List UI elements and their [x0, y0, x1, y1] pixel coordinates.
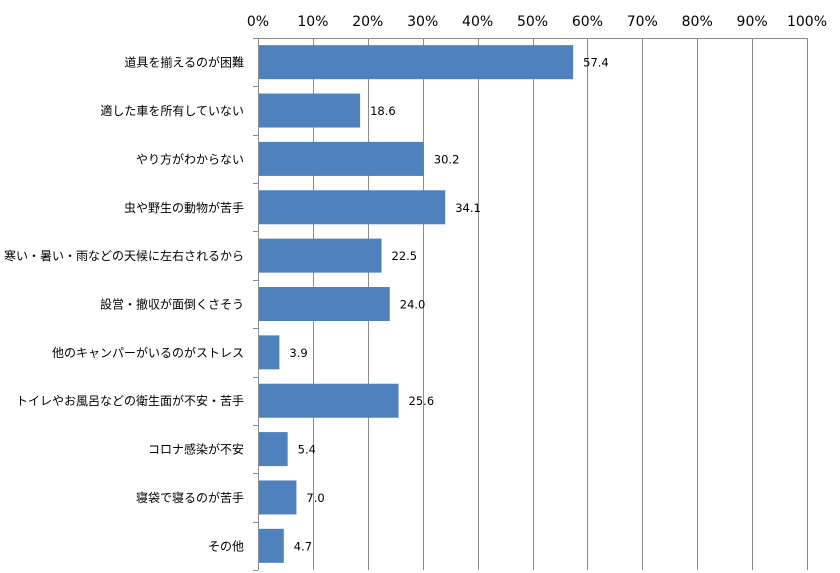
- category-label: 虫や野生の動物が苦手: [124, 200, 244, 215]
- bar: [258, 335, 280, 370]
- category-label: トイレやお風呂などの衛生面が不安・苦手: [16, 393, 244, 408]
- category-label: その他: [208, 539, 244, 553]
- x-tick-label: 100%: [787, 14, 827, 30]
- bar: [258, 383, 399, 418]
- category-label: やり方がわからない: [136, 151, 244, 166]
- x-tick-label: 10%: [297, 14, 328, 30]
- x-axis-tick-labels: 0% 10% 20% 30% 40% 50% 60% 70% 80% 90% 100%: [247, 14, 827, 30]
- bar: [258, 528, 284, 563]
- value-label: 18.6: [370, 104, 396, 118]
- value-label: 3.9: [289, 346, 307, 360]
- category-label: 設営・撤収が面倒くさそう: [100, 297, 244, 312]
- bar: [258, 432, 288, 467]
- bar: [258, 480, 297, 515]
- x-tick-label: 80%: [682, 14, 713, 30]
- value-label: 25.6: [409, 394, 435, 408]
- x-tick-label: 90%: [737, 14, 768, 30]
- x-tick-label: 0%: [247, 14, 269, 30]
- bar: [258, 93, 361, 128]
- bars: [258, 45, 574, 563]
- x-tick-label: 70%: [627, 14, 658, 30]
- value-label: 4.7: [294, 539, 312, 553]
- category-label: 道具を揃えるのが困難: [124, 55, 244, 70]
- bar: [258, 238, 382, 273]
- value-label: 34.1: [455, 201, 481, 215]
- category-label: 他のキャンパーがいるのがストレス: [52, 345, 244, 360]
- x-tick-label: 40%: [462, 14, 493, 30]
- value-label: 5.4: [298, 443, 316, 457]
- value-label: 7.0: [306, 491, 324, 505]
- axes: [253, 38, 807, 571]
- bar: [258, 190, 446, 225]
- gridlines: [313, 38, 808, 570]
- x-tick-label: 20%: [352, 14, 383, 30]
- category-label: コロナ感染が不安: [148, 442, 244, 457]
- x-tick-label: 30%: [407, 14, 438, 30]
- bar: [258, 287, 390, 321]
- bar: [258, 45, 574, 80]
- category-label: 寒い・暑い・雨などの天候に左右されるから: [4, 248, 244, 263]
- value-label: 24.0: [400, 298, 426, 312]
- value-label: 22.5: [392, 249, 418, 263]
- value-labels: 57.4 18.6 30.2 34.1 22.5 24.0 3.9 25.6 5.4 7.0 4.7: [289, 56, 608, 554]
- x-tick-label: 60%: [572, 14, 603, 30]
- value-label: 57.4: [583, 56, 609, 70]
- x-tick-label: 50%: [517, 14, 548, 30]
- bar: [258, 141, 424, 176]
- value-label: 30.2: [434, 152, 460, 166]
- category-label: 適した車を所有していない: [100, 103, 244, 118]
- category-label: 寝袋で寝るのが苦手: [136, 490, 244, 505]
- category-labels: 道具を揃えるのが困難適した車を所有していないやり方がわからない虫や野生の動物が苦…: [4, 55, 244, 554]
